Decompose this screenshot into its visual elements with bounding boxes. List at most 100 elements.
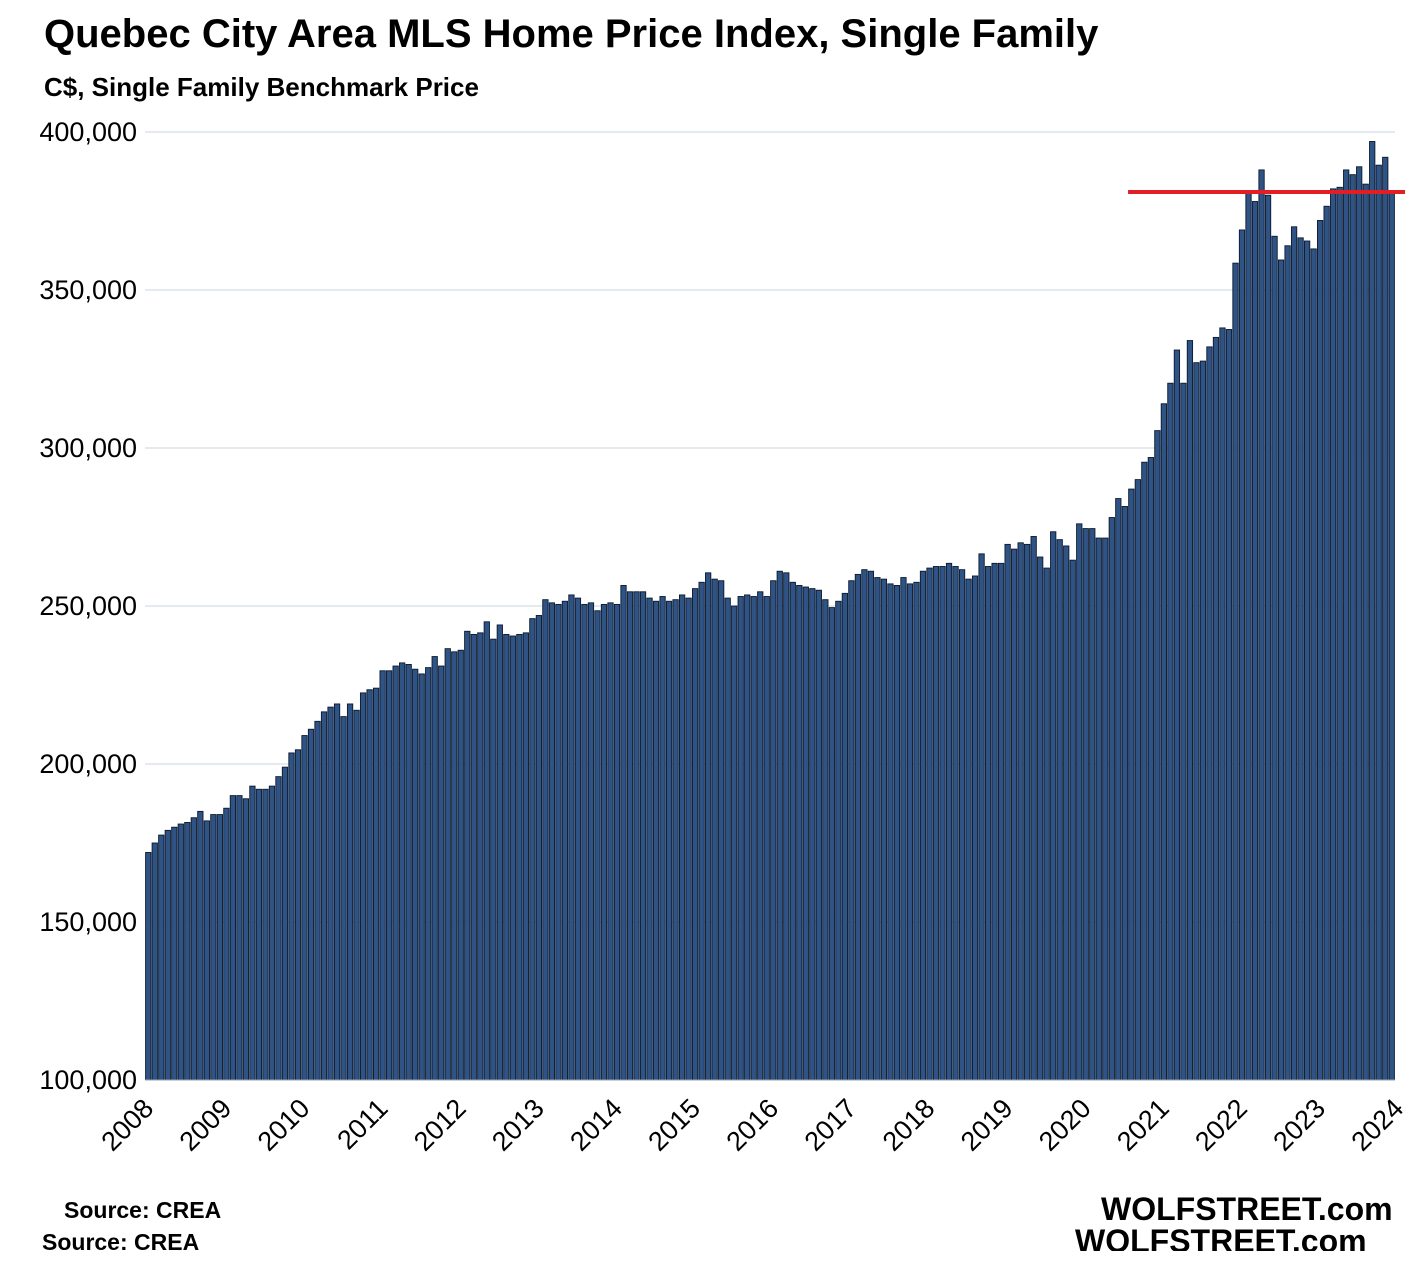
brand-watermark-duplicate: WOLFSTREET.com [1075,1223,1367,1251]
bar [210,814,217,1081]
bar [1277,259,1285,1081]
bar [887,583,894,1081]
bar [874,577,881,1081]
bar [672,599,679,1081]
bar [548,602,556,1081]
bar [1089,528,1096,1081]
x-tick-label: 2024 [1346,1093,1405,1157]
bar [333,703,341,1081]
y-tick-label: 250,000 [39,591,137,621]
y-tick-label: 100,000 [39,1065,137,1095]
bar [770,580,777,1081]
bar [158,834,165,1081]
bar [542,599,549,1081]
x-tick-label: 2011 [331,1093,393,1155]
bar [744,594,751,1081]
bar [483,621,490,1081]
bar [763,596,770,1081]
bar [854,573,862,1081]
bar-series [145,141,1395,1081]
bar [880,578,888,1081]
bar [822,599,829,1081]
bar [1284,245,1291,1081]
bar [1043,567,1050,1081]
bar [268,785,276,1081]
bar [1219,327,1226,1081]
bar [216,814,223,1081]
bar [1343,169,1350,1081]
bar [535,615,543,1081]
bar [1238,229,1246,1081]
bar [223,807,230,1081]
bar [1037,556,1044,1081]
bar [1323,205,1330,1081]
bar [561,600,569,1081]
bar [301,735,308,1081]
bar [1206,346,1213,1081]
bar [503,633,510,1081]
bar [379,670,386,1081]
bar [971,575,979,1081]
bar [1069,559,1076,1081]
bar [757,591,764,1081]
bar [327,706,334,1081]
bar [1369,141,1376,1081]
bar [783,572,790,1081]
bar [522,632,529,1081]
bar [1388,191,1395,1081]
bar [1212,336,1220,1081]
bar [555,603,562,1081]
bar [1167,382,1174,1081]
bar [711,578,718,1081]
x-tick-label: 2019 [955,1093,1019,1157]
bar [438,665,445,1081]
bar [1050,531,1057,1081]
bar [164,829,171,1081]
bar [1271,235,1278,1081]
bar [574,597,582,1081]
bar [1115,498,1122,1081]
x-tick-label: 2018 [877,1093,941,1157]
bar [1290,226,1298,1081]
bar [587,602,595,1081]
y-tick-label: 300,000 [39,433,137,463]
bar [620,585,627,1081]
bar [236,795,243,1081]
x-tick-label: 2017 [799,1093,863,1157]
x-tick-label: 2009 [174,1093,238,1157]
bar [815,589,822,1081]
bar [1180,382,1187,1081]
bar [1134,479,1141,1081]
bar [275,776,282,1081]
y-axis-tick-labels: 100,000 150,000 200,000 250,000 300,000 350,0… [39,117,137,1095]
bar [405,664,412,1081]
bar [939,566,946,1081]
bar [1095,537,1102,1081]
bar [418,673,425,1081]
bar [802,586,809,1081]
bar [1186,340,1194,1081]
bar [828,607,835,1081]
bar [1004,543,1011,1081]
bar [281,766,289,1081]
bar [1141,461,1148,1081]
bar [692,588,699,1081]
bar [613,603,621,1081]
bar [171,826,178,1081]
bar [184,822,191,1081]
x-tick-label: 2015 [642,1093,706,1157]
bar [529,618,536,1081]
bar [665,600,673,1081]
bar [145,852,152,1081]
bar [724,597,731,1081]
x-tick-label: 2013 [486,1093,550,1157]
bar [457,649,464,1081]
bar [926,567,933,1081]
bar [1375,164,1382,1081]
bar [867,570,875,1081]
bar [1056,539,1063,1081]
bar [952,566,959,1081]
bar [516,633,523,1081]
bar [639,591,647,1081]
bar [1063,545,1070,1081]
